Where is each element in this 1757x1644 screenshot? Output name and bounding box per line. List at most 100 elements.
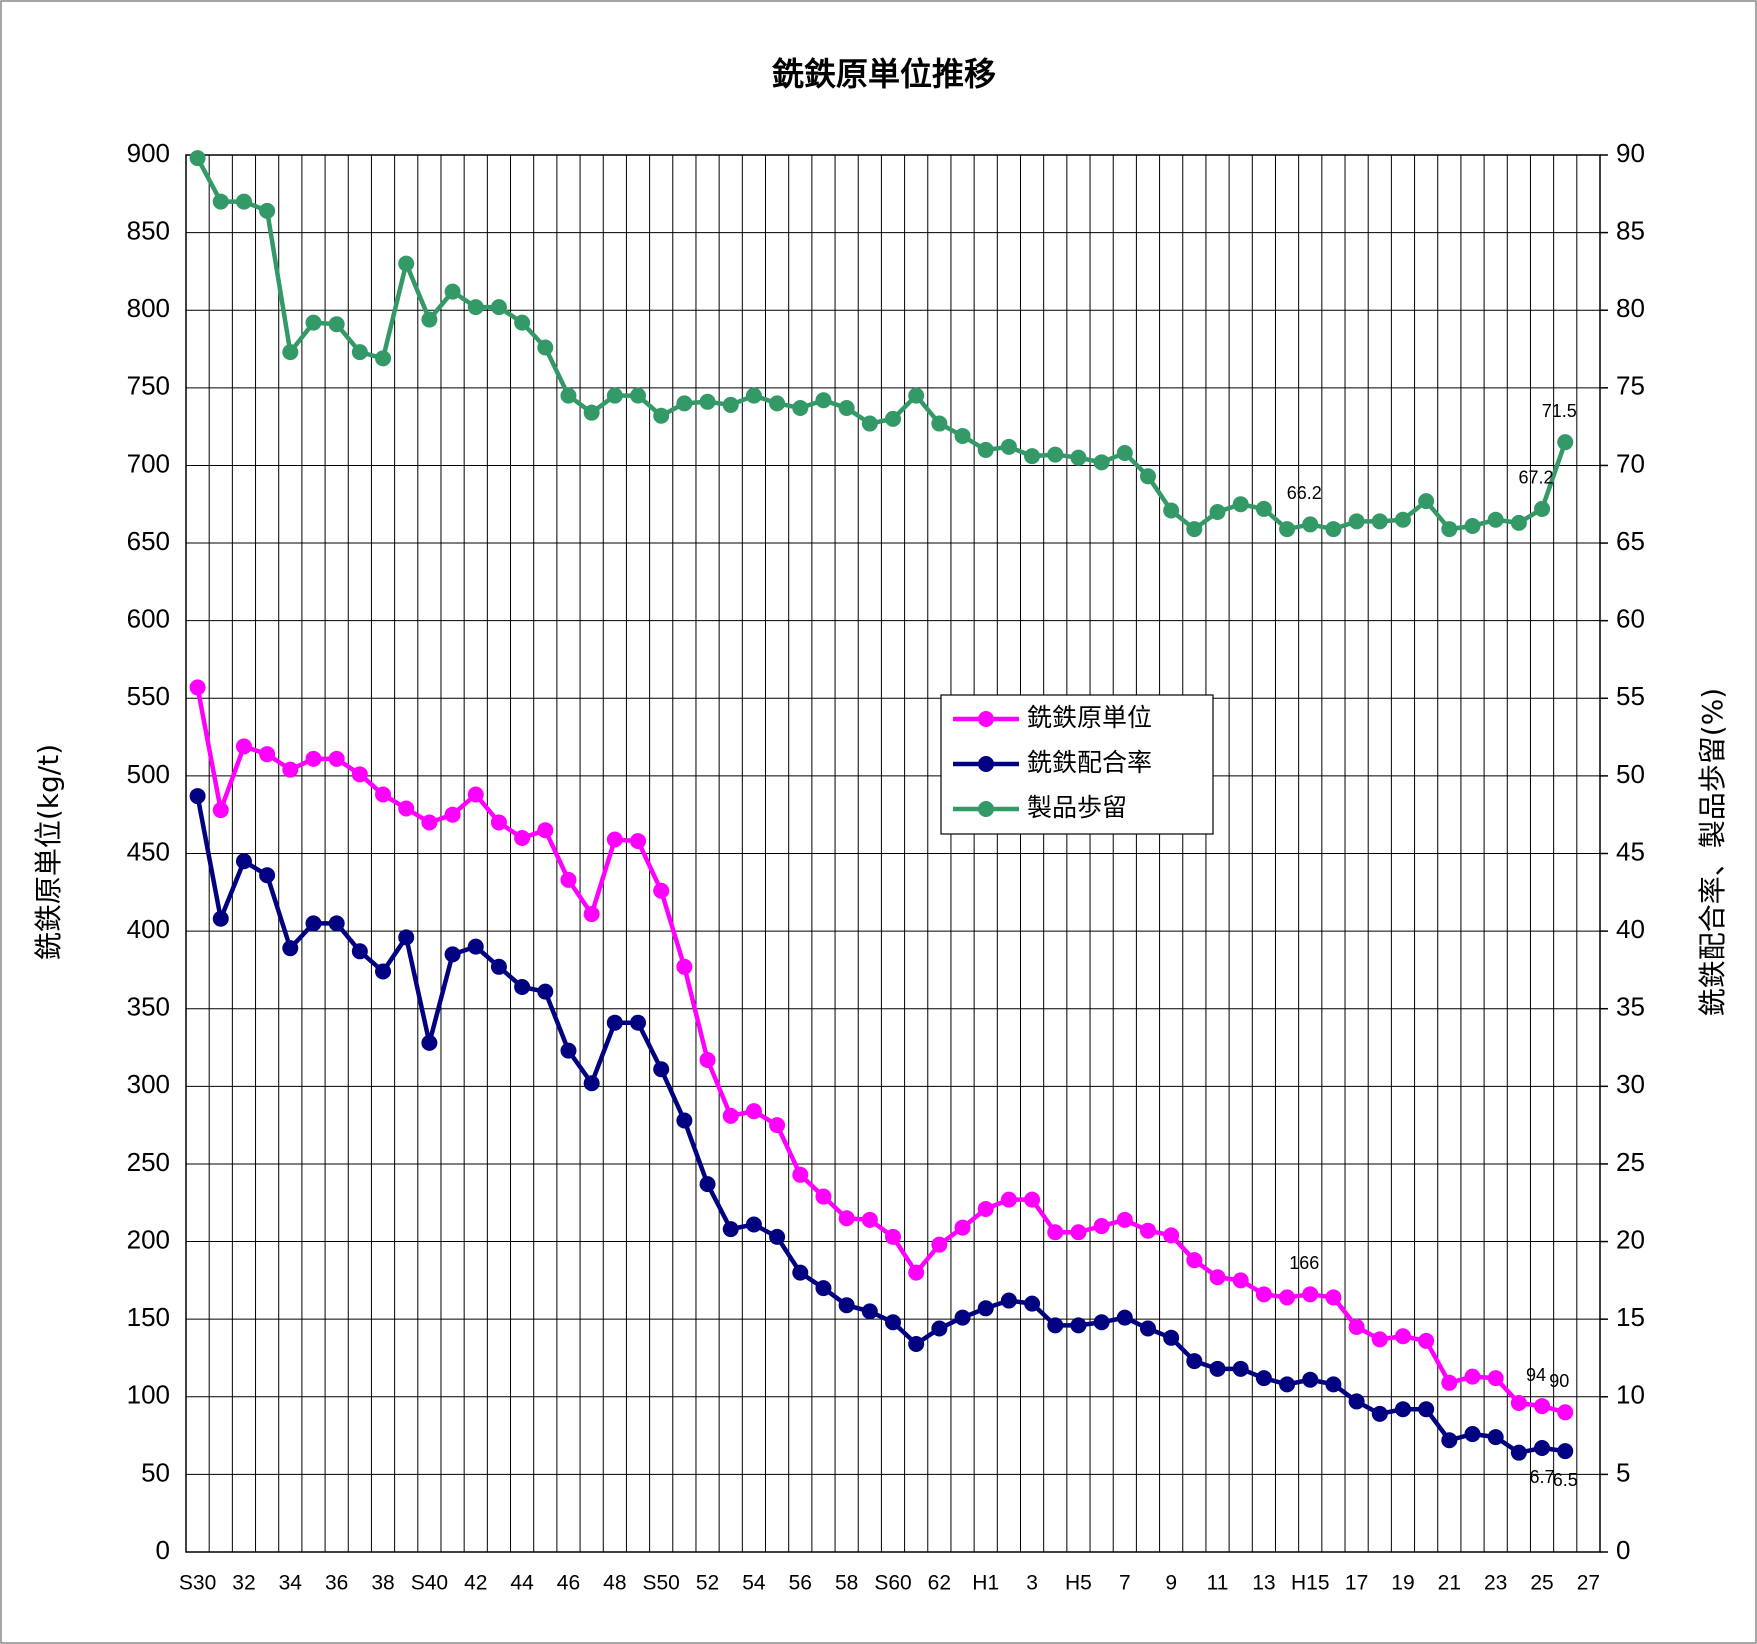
data-point [444, 806, 461, 823]
chart-title: 銑鉄原単位推移 [771, 55, 996, 93]
data-point [931, 1236, 948, 1253]
y-tick-label: 50 [141, 1457, 170, 1487]
y-tick-label: 100 [127, 1380, 170, 1410]
data-point [885, 410, 901, 427]
data-point [1186, 521, 1203, 538]
data-point [1534, 500, 1551, 517]
data-point [954, 1219, 971, 1236]
y-tick-label: 650 [127, 526, 170, 556]
data-point [444, 283, 461, 300]
data-point [745, 1103, 762, 1120]
data-point [630, 387, 647, 404]
x-tick-label: S40 [411, 1572, 448, 1595]
data-point [1348, 1318, 1365, 1335]
data-point [769, 1228, 786, 1245]
data-point [885, 1228, 901, 1245]
x-tick-label: 7 [1119, 1572, 1131, 1595]
data-point [1116, 445, 1133, 462]
data-point [398, 929, 415, 946]
data-point [1116, 1211, 1133, 1228]
data-point [954, 1309, 971, 1326]
x-tick-label: 48 [603, 1572, 626, 1595]
legend-label: 製品歩留 [1027, 793, 1127, 822]
y-tick-label: 250 [127, 1147, 170, 1177]
data-point [1070, 449, 1087, 466]
data-point [490, 299, 507, 316]
data-point [305, 314, 322, 331]
data-point [1024, 1295, 1041, 1312]
legend-marker [978, 756, 994, 772]
data-point [699, 393, 716, 410]
data-point [769, 1117, 786, 1134]
x-tick-label: 42 [464, 1572, 487, 1595]
legend-label: 銑鉄配合率 [1027, 748, 1152, 777]
x-tick-label: 36 [325, 1572, 348, 1595]
y2-axis-title: 銑鉄配合率、製品歩留(%) [1696, 688, 1729, 1016]
y-tick-label: 600 [127, 604, 170, 634]
y2-tick-label: 20 [1616, 1224, 1645, 1254]
data-point [1279, 1376, 1296, 1393]
data-point [235, 853, 252, 870]
data-label: 166 [1289, 1253, 1319, 1273]
y-tick-label: 800 [127, 293, 170, 323]
y-tick-label: 450 [127, 836, 170, 866]
x-tick-label: 25 [1530, 1572, 1553, 1595]
y2-tick-label: 80 [1616, 293, 1645, 323]
data-point [1279, 1289, 1296, 1306]
x-tick-label: 21 [1438, 1572, 1461, 1595]
x-tick-label: 32 [232, 1572, 255, 1595]
x-tick-label: 54 [742, 1572, 766, 1595]
data-point [815, 1280, 832, 1297]
data-point [1000, 438, 1017, 455]
data-point [212, 802, 229, 819]
plot-border [185, 154, 1601, 1553]
legend-label: 銑鉄原単位 [1027, 703, 1152, 732]
data-point [375, 963, 392, 980]
x-tick-label: 23 [1484, 1572, 1507, 1595]
data-point [745, 1216, 762, 1233]
y-tick-label: 300 [127, 1069, 170, 1099]
data-point [792, 1166, 809, 1183]
data-point [282, 761, 299, 778]
data-point [1557, 1443, 1574, 1460]
data-label: 6.5 [1553, 1470, 1578, 1490]
data-point [560, 1042, 577, 1059]
data-point [1232, 1360, 1249, 1377]
data-point [931, 1320, 948, 1337]
data-point [1186, 1252, 1203, 1269]
data-point [1047, 446, 1064, 463]
data-point [1394, 1328, 1411, 1345]
data-point [1139, 468, 1156, 485]
data-point [259, 202, 276, 219]
data-point [351, 943, 368, 960]
data-point [1047, 1224, 1064, 1241]
y2-tick-label: 40 [1616, 914, 1645, 944]
data-point [328, 316, 345, 333]
data-point [1557, 434, 1574, 451]
data-point [1325, 521, 1342, 538]
y2-tick-label: 5 [1616, 1457, 1630, 1487]
data-point [630, 833, 647, 850]
data-point [1464, 1426, 1481, 1443]
legend-marker [978, 711, 994, 727]
data-point [1510, 1444, 1527, 1461]
x-tick-label: 19 [1391, 1572, 1414, 1595]
data-point [653, 407, 670, 424]
data-point [815, 1188, 832, 1205]
y2-tick-label: 60 [1616, 604, 1645, 634]
data-point [328, 915, 345, 932]
data-point [1093, 454, 1110, 471]
data-point [1047, 1317, 1064, 1334]
data-point [259, 867, 276, 884]
y-tick-label: 0 [156, 1535, 170, 1565]
data-point [1232, 1272, 1249, 1289]
data-point [1487, 511, 1504, 528]
data-point [977, 1300, 994, 1317]
x-tick-label: 13 [1252, 1572, 1275, 1595]
data-point [838, 1210, 855, 1227]
data-point [398, 800, 415, 817]
data-point [305, 750, 322, 767]
data-point [282, 344, 299, 361]
data-point [1209, 504, 1226, 521]
y-tick-label: 350 [127, 992, 170, 1022]
